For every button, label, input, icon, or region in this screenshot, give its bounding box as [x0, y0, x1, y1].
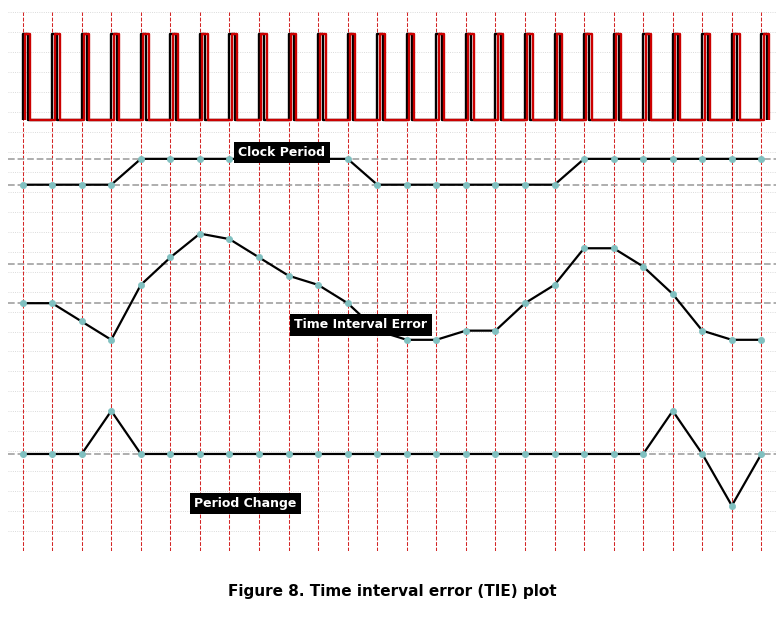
Text: Clock Period: Clock Period [238, 146, 325, 159]
Text: Time Interval Error: Time Interval Error [295, 318, 427, 331]
Text: Period Change: Period Change [194, 497, 296, 510]
Text: Figure 8. Time interval error (TIE) plot: Figure 8. Time interval error (TIE) plot [227, 584, 557, 599]
